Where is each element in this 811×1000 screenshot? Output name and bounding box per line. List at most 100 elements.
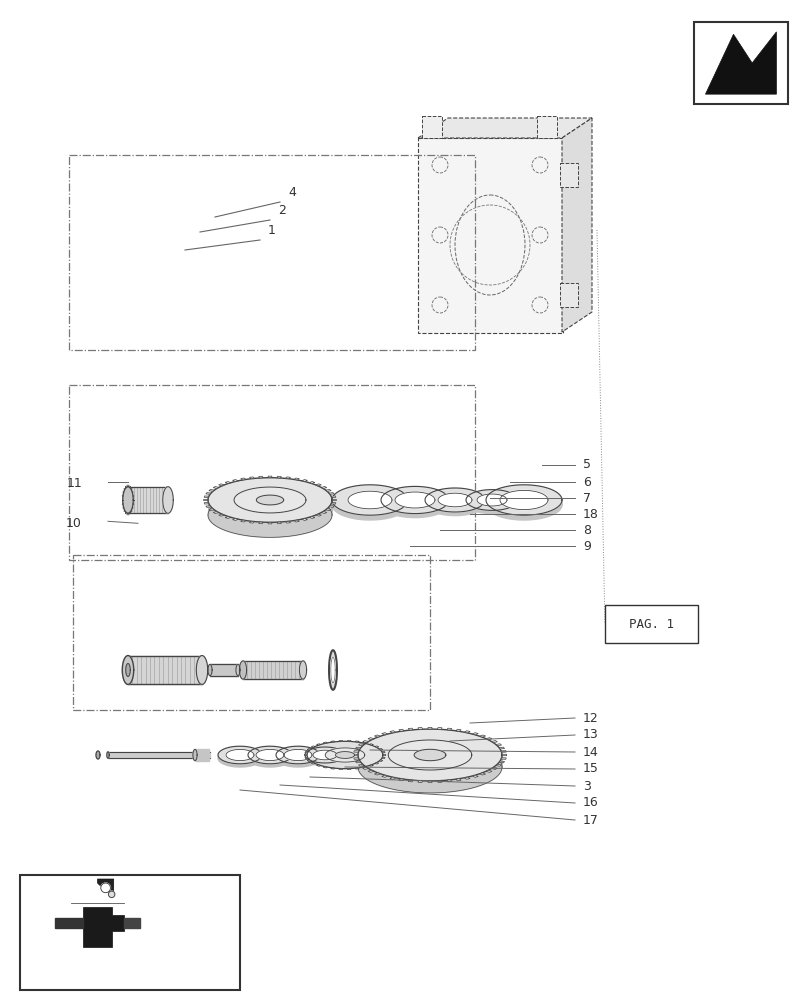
Polygon shape [305,757,308,759]
Polygon shape [381,757,384,759]
Polygon shape [380,486,448,514]
Polygon shape [123,918,139,928]
Polygon shape [284,749,311,761]
Polygon shape [305,747,345,763]
Polygon shape [242,661,303,679]
Polygon shape [414,749,445,761]
Polygon shape [353,754,358,756]
Polygon shape [277,522,281,524]
Polygon shape [276,749,320,767]
Text: 1: 1 [268,224,276,237]
Polygon shape [339,740,342,741]
Polygon shape [210,664,238,676]
Polygon shape [496,764,501,766]
Polygon shape [84,907,123,947]
Polygon shape [437,493,471,507]
Polygon shape [455,779,461,781]
Polygon shape [347,740,350,741]
Polygon shape [330,768,334,769]
Polygon shape [325,509,331,511]
Polygon shape [247,746,292,764]
Polygon shape [369,765,373,766]
Bar [693,22,787,104]
Polygon shape [355,747,361,749]
Polygon shape [205,506,211,507]
Polygon shape [332,499,336,501]
Bar [73,555,430,710]
Polygon shape [255,749,284,761]
Polygon shape [500,751,505,752]
Text: 10: 10 [66,517,82,530]
Polygon shape [205,493,211,494]
Polygon shape [107,752,109,758]
Polygon shape [408,728,413,730]
Polygon shape [331,503,336,504]
Polygon shape [500,490,547,510]
Polygon shape [232,518,238,520]
Bar [20,875,239,990]
Text: 16: 16 [582,796,598,810]
Polygon shape [379,748,382,750]
Text: 5: 5 [582,458,590,472]
Polygon shape [218,514,224,516]
Polygon shape [97,879,114,893]
Polygon shape [379,760,382,762]
Polygon shape [479,773,485,775]
Polygon shape [218,484,224,486]
Text: 17: 17 [582,814,599,826]
Text: 12: 12 [582,712,598,724]
Polygon shape [705,32,775,94]
Polygon shape [355,761,361,763]
Polygon shape [455,729,461,731]
Polygon shape [354,758,358,759]
Polygon shape [381,775,387,777]
Bar [560,283,577,307]
Polygon shape [294,478,299,480]
Polygon shape [418,781,422,782]
Polygon shape [496,744,501,746]
Polygon shape [236,664,240,676]
Polygon shape [472,733,478,735]
Polygon shape [479,735,485,737]
Polygon shape [213,512,218,513]
Polygon shape [330,741,334,742]
Polygon shape [307,760,311,762]
Polygon shape [316,744,320,745]
Polygon shape [358,744,364,746]
Bar [604,605,697,643]
Polygon shape [316,765,320,766]
Polygon shape [276,746,320,764]
Polygon shape [294,520,299,522]
Polygon shape [213,487,218,488]
Polygon shape [323,742,327,743]
Polygon shape [348,491,392,509]
Polygon shape [418,118,591,138]
Polygon shape [208,478,332,522]
Polygon shape [500,758,505,759]
Polygon shape [312,750,337,760]
Polygon shape [381,733,387,735]
Polygon shape [335,752,354,758]
Text: 15: 15 [582,762,599,776]
Polygon shape [389,731,395,733]
Polygon shape [354,751,358,752]
Polygon shape [256,495,283,505]
Bar [69,385,474,560]
Polygon shape [358,729,501,781]
Bar [560,163,577,187]
Polygon shape [204,496,208,497]
Polygon shape [307,741,383,769]
Polygon shape [424,488,484,512]
Polygon shape [427,781,431,783]
Polygon shape [285,477,290,479]
Polygon shape [363,742,367,743]
Polygon shape [464,777,470,779]
Polygon shape [383,754,385,756]
Polygon shape [330,657,335,683]
Polygon shape [268,476,272,478]
Polygon shape [363,767,368,769]
Polygon shape [486,490,561,520]
Polygon shape [388,740,471,770]
Polygon shape [408,780,413,782]
Polygon shape [354,768,358,769]
